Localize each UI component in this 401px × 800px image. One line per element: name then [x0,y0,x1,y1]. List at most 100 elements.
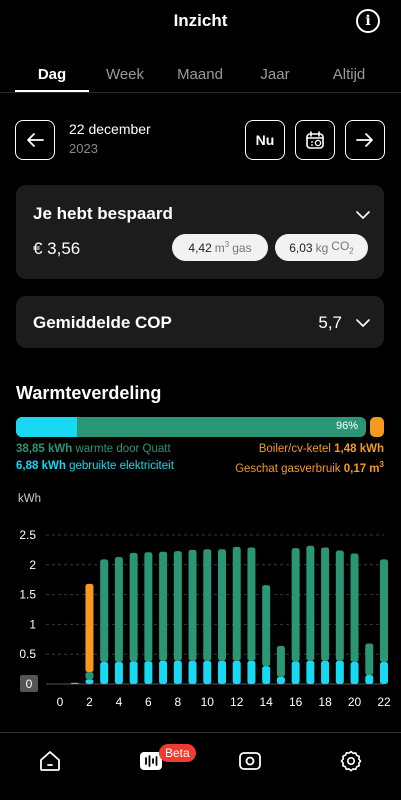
bar-quatt-heat-h22[interactable] [380,559,388,662]
bar-quatt-heat-h5[interactable] [129,552,138,662]
bar-electricity-h2[interactable] [85,679,94,684]
cop-value: 5,7 [318,313,342,332]
heat-distribution-bar: 96% [16,417,366,437]
date-navigation: 22 december 2023 Nu [0,119,401,163]
co2-savings-unit: kg [315,240,329,255]
bar-electricity-h6[interactable] [144,661,153,684]
bar-quatt-heat-h7[interactable] [159,551,168,661]
bar-electricity-h3[interactable] [100,661,109,684]
y-axis-label: kWh [18,493,41,505]
device-icon[interactable] [238,749,262,773]
bar-electricity-h9[interactable] [188,660,197,684]
bar-boiler-h2[interactable] [85,583,94,673]
bar-quatt-heat-h9[interactable] [188,549,197,661]
calendar-button[interactable] [295,120,335,160]
bar-quatt-heat-h16[interactable] [291,548,300,662]
co2-savings-badge: 6,03 kg CO2 [275,234,368,261]
bar-electricity-h17[interactable] [306,660,315,684]
bar-electricity-h20[interactable] [350,661,359,684]
bar-quatt-heat-h12[interactable] [232,546,241,661]
hourly-energy-chart[interactable]: 0 0.5 1 1.5 2 2.5 0 2 4 6 8 10 12 14 16 18 20 22 [0,520,401,720]
period-tabs: Dag Week Maand Jaar Altijd [0,62,401,94]
today-button-label: Nu [255,132,275,148]
x-tick-label: 16 [289,695,303,709]
bar-electricity-h4[interactable] [114,661,123,684]
y-tick-label: 2 [29,558,36,572]
page-title: Inzicht [173,11,228,30]
bar-quatt-heat-h14[interactable] [262,585,271,667]
bar-electricity-h19[interactable] [335,660,344,684]
cop-card[interactable]: Gemiddelde COP 5,7 [16,296,384,348]
bar-electricity-h15[interactable] [276,676,285,684]
tabs-divider [0,92,401,93]
bar-electricity-h1[interactable] [70,682,79,684]
tab-altijd[interactable]: Altijd [332,66,366,83]
bar-quatt-heat-h8[interactable] [173,551,182,661]
bar-quatt-heat-h6[interactable] [144,552,153,662]
chevron-down-icon [356,319,370,327]
bar-quatt-heat-h10[interactable] [203,549,212,661]
cop-title: Gemiddelde COP [33,313,172,332]
bar-electricity-h10[interactable] [203,660,212,684]
previous-day-button[interactable] [15,120,55,160]
bar-quatt-heat-h19[interactable] [335,550,344,661]
x-tick-label: 0 [57,695,64,709]
home-icon[interactable] [38,749,62,773]
bar-quatt-heat-h21[interactable] [365,643,374,676]
electricity-bar-segment [16,417,78,437]
co2-savings-label: CO2 [331,239,354,256]
arrow-right-icon [356,133,373,147]
bar-quatt-heat-h18[interactable] [321,547,330,661]
y-tick-zero-badge [20,675,38,692]
boiler-bar-segment [370,417,384,437]
active-tab-indicator [15,90,89,92]
x-tick-label: 14 [260,695,274,709]
tab-week[interactable]: Week [105,66,145,83]
bar-quatt-heat-h13[interactable] [247,547,256,661]
y-tick-label: 0 [26,677,33,691]
x-tick-label: 18 [318,695,332,709]
x-tick-label: 22 [377,695,391,709]
bar-quatt-heat-h4[interactable] [114,557,123,662]
settings-icon[interactable] [339,749,363,773]
info-icon[interactable]: i [356,9,380,33]
bar-electricity-h8[interactable] [173,660,182,684]
bar-electricity-h16[interactable] [291,661,300,684]
y-tick-label: 2.5 [19,528,36,542]
bar-quatt-heat-h20[interactable] [350,553,359,662]
beta-badge: Beta [159,744,196,762]
heat-distribution-title: Warmteverdeling [16,383,162,403]
bar-quatt-heat-h17[interactable] [306,545,315,661]
bar-quatt-heat-h2[interactable] [85,672,94,680]
bar-electricity-h22[interactable] [380,661,388,684]
tab-dag[interactable]: Dag [37,66,67,83]
y-tick-label: 0.5 [19,647,36,661]
bar-electricity-h7[interactable] [159,660,168,684]
today-button[interactable]: Nu [245,120,285,160]
bar-quatt-heat-h11[interactable] [218,549,226,661]
y-tick-label: 1 [29,617,36,631]
chevron-down-icon [356,211,370,219]
bar-electricity-h21[interactable] [365,675,374,684]
tab-maand[interactable]: Maand [177,66,223,83]
bar-quatt-heat-h3[interactable] [100,559,109,662]
tab-jaar[interactable]: Jaar [260,66,290,83]
calendar-icon [306,131,324,149]
gas-savings-unit: m3 [214,240,230,255]
bar-electricity-h11[interactable] [218,660,226,684]
bar-electricity-h12[interactable] [232,660,241,684]
savings-title: Je hebt bespaard [33,204,173,223]
bar-quatt-heat-h15[interactable] [276,645,285,677]
boiler-legend: Boiler/cv-ketel 1,48 kWh [258,443,384,455]
savings-value: € 3,56 [33,239,81,258]
next-day-button[interactable] [345,120,385,160]
savings-card[interactable]: Je hebt bespaard € 3,56 4,42 m3 gas 6,03… [16,185,384,279]
bar-electricity-h13[interactable] [247,660,256,684]
insights-icon[interactable] [139,749,163,773]
bar-electricity-h5[interactable] [129,661,138,684]
bar-electricity-h14[interactable] [262,666,271,684]
electricity-legend: 6,88 kWh gebruikte elektriciteit [16,460,174,472]
bar-electricity-h18[interactable] [321,660,330,684]
x-tick-label: 12 [230,695,244,709]
gas-savings-label: gas [232,240,252,255]
